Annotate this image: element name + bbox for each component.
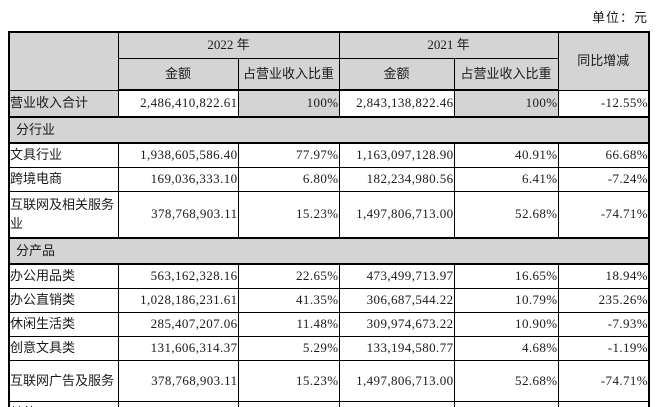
amount-2022-cell: 285,407,207.06 (117, 312, 239, 337)
ratio-2022-header: 占营业收入比重 (237, 58, 340, 91)
amount-2022-cell: 99,279,838.30 (117, 401, 239, 407)
section-label: 分产品 (7, 237, 651, 265)
amount-2022-cell: 378,768,903.11 (117, 191, 239, 239)
amount-2021-cell: 2,843,138,822.46 (338, 89, 455, 118)
yoy-cell: -74.71% (557, 191, 650, 239)
amount-2021-header: 金额 (338, 58, 455, 91)
row-label-cell: 其他 (8, 401, 119, 407)
yoy-cell: -7.93% (557, 312, 650, 337)
corner-blank-cell (8, 31, 119, 91)
amount-2022-cell: 169,036,333.10 (117, 167, 239, 192)
table-row: 其他 99,279,838.30 3.99% 121,975,597.28 4.… (8, 401, 650, 407)
yoy-cell: 18.94% (557, 263, 650, 289)
amount-2022-cell: 1,938,605,586.40 (117, 142, 239, 168)
ratio-2022-cell: 15.23% (237, 191, 340, 239)
yoy-cell: -7.24% (557, 167, 650, 192)
amount-2021-cell: 133,194,580.77 (338, 336, 455, 361)
amount-2022-cell: 563,162,328.16 (117, 263, 239, 289)
ratio-2022-cell: 15.23% (237, 360, 340, 402)
row-label-cell: 办公直销类 (8, 288, 119, 313)
ratio-2022-cell: 6.80% (237, 167, 340, 192)
ratio-2021-cell: 4.29% (453, 401, 559, 407)
yoy-cell: -1.19% (557, 336, 650, 361)
ratio-2022-cell: 77.97% (237, 142, 340, 168)
row-label-cell: 文具行业 (8, 142, 119, 168)
section-label: 分行业 (7, 116, 651, 144)
amount-2022-header: 金额 (117, 58, 239, 91)
ratio-2021-header: 占营业收入比重 (453, 58, 559, 91)
amount-2021-cell: 1,497,806,713.00 (338, 191, 455, 239)
ratio-2022-cell: 11.48% (237, 312, 340, 337)
table-row: 办公用品类 563,162,328.16 22.65% 473,499,713.… (8, 263, 650, 289)
ratio-2021-cell: 40.91% (453, 142, 559, 168)
row-label-cell: 营业收入合计 (8, 89, 119, 118)
ratio-2021-cell: 52.68% (453, 360, 559, 402)
ratio-2021-cell: 6.41% (453, 167, 559, 192)
yoy-header: 同比增减 (557, 31, 650, 91)
ratio-2022-cell: 41.35% (237, 288, 340, 313)
section-row-product: 分产品 (7, 237, 651, 265)
year-2021-header: 2021 年 (338, 31, 559, 59)
table-row: 休闲生活类 285,407,207.06 11.48% 309,974,673.… (8, 312, 650, 337)
yoy-cell: 235.26% (557, 288, 650, 313)
table-row-total: 营业收入合计 2,486,410,822.61 100% 2,843,138,8… (8, 89, 650, 118)
ratio-2021-cell: 100% (453, 89, 559, 118)
table-row: 办公直销类 1,028,186,231.61 41.35% 306,687,54… (8, 288, 650, 313)
table-row: 互联网及相关服务业 378,768,903.11 15.23% 1,497,80… (8, 191, 650, 239)
table-row: 互联网广告及服务 378,768,903.11 15.23% 1,497,806… (8, 360, 650, 402)
ratio-2022-cell: 5.29% (237, 336, 340, 361)
section-row-industry: 分行业 (7, 116, 651, 144)
amount-2022-cell: 131,606,314.37 (117, 336, 239, 361)
revenue-breakdown-table: 2022 年 2021 年 同比增减 金额 占营业收入比重 金额 占营业收入比重… (7, 31, 651, 407)
amount-2021-cell: 306,687,544.22 (338, 288, 455, 313)
ratio-2022-cell: 3.99% (237, 401, 340, 407)
row-label-cell: 互联网及相关服务业 (8, 191, 119, 239)
row-label-cell: 互联网广告及服务 (8, 360, 119, 402)
amount-2021-cell: 182,234,980.56 (338, 167, 455, 192)
amount-2022-cell: 378,768,903.11 (117, 360, 239, 402)
row-label-cell: 跨境电商 (8, 167, 119, 192)
header-row-measures: 金额 占营业收入比重 金额 占营业收入比重 (9, 58, 649, 91)
amount-2022-cell: 1,028,186,231.61 (117, 288, 239, 313)
amount-2021-cell: 1,497,806,713.00 (338, 360, 455, 402)
row-label-cell: 休闲生活类 (8, 312, 119, 337)
yoy-cell: -12.55% (557, 89, 650, 118)
yoy-cell: -74.71% (557, 360, 650, 402)
ratio-2021-cell: 10.79% (453, 288, 559, 313)
ratio-2021-cell: 10.90% (453, 312, 559, 337)
ratio-2022-cell: 100% (237, 89, 340, 118)
yoy-cell: 66.68% (557, 142, 650, 168)
ratio-2021-cell: 4.68% (453, 336, 559, 361)
amount-2022-cell: 2,486,410,822.61 (117, 89, 239, 118)
year-2022-header: 2022 年 (117, 31, 340, 59)
table-row: 文具行业 1,938,605,586.40 77.97% 1,163,097,1… (8, 142, 650, 168)
row-label-cell: 办公用品类 (8, 263, 119, 289)
table-row: 创意文具类 131,606,314.37 5.29% 133,194,580.7… (8, 336, 650, 361)
amount-2021-cell: 309,974,673.22 (338, 312, 455, 337)
amount-2021-cell: 121,975,597.28 (338, 401, 455, 407)
amount-2021-cell: 1,163,097,128.90 (338, 142, 455, 168)
ratio-2022-cell: 22.65% (237, 263, 340, 289)
header-row-years: 2022 年 2021 年 同比增减 (8, 31, 650, 91)
amount-2021-cell: 473,499,713.97 (338, 263, 455, 289)
row-label-cell: 创意文具类 (8, 336, 119, 361)
ratio-2021-cell: 52.68% (453, 191, 559, 239)
ratio-2021-cell: 16.65% (453, 263, 559, 289)
table-row: 跨境电商 169,036,333.10 6.80% 182,234,980.56… (8, 167, 650, 192)
unit-label: 单位：元 (591, 10, 648, 25)
yoy-cell: -18.61% (557, 401, 650, 407)
